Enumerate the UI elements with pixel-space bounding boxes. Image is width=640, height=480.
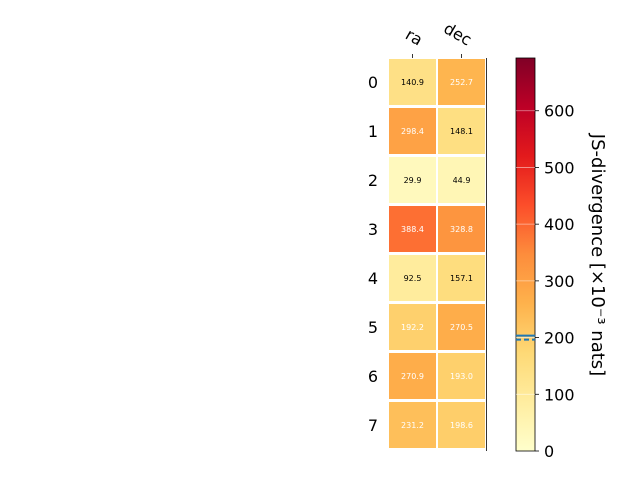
- column-label-ra: ra: [402, 25, 426, 50]
- heatmap-cell-4-dec: [438, 255, 485, 301]
- heatmap-cell-7-dec: [438, 402, 485, 448]
- cell-value-label: 231.2: [401, 421, 424, 430]
- cell-value-label: 198.6: [450, 421, 473, 430]
- cell-value-label: 252.7: [450, 78, 473, 87]
- row-label-1: 1: [368, 122, 378, 141]
- heatmap-cells: [389, 59, 485, 448]
- row-label-6: 6: [368, 367, 378, 386]
- heatmap-cell-3-ra: [389, 206, 436, 252]
- row-label-5: 5: [368, 318, 378, 337]
- colorbar-tick-label: 100: [544, 385, 575, 404]
- colorbar-tick-label: 0: [544, 442, 554, 461]
- cell-value-label: 92.5: [404, 274, 422, 283]
- heatmap-cell-1-dec: [438, 108, 485, 154]
- heatmap-cell-4-ra: [389, 255, 436, 301]
- row-labels: 0 1 2 3 4 5 6 7: [368, 73, 378, 435]
- row-label-2: 2: [368, 171, 378, 190]
- colorbar-tick-label: 300: [544, 272, 575, 291]
- heatmap-cell-2-ra: [389, 157, 436, 203]
- row-label-7: 7: [368, 416, 378, 435]
- heatmap-cell-7-ra: [389, 402, 436, 448]
- colorbar-label: JS-divergence [×10⁻³ nats]: [587, 133, 608, 376]
- row-label-3: 3: [368, 220, 378, 239]
- heatmap-cell-labels: 140.9 252.7 298.4 148.1 29.9 44.9 388.4 328.8 92…: [401, 78, 473, 430]
- heatmap-cell-6-dec: [438, 353, 485, 399]
- column-labels: ra dec: [402, 19, 475, 58]
- row-label-4: 4: [368, 269, 378, 288]
- colorbar-tick-label: 600: [544, 102, 575, 121]
- cell-value-label: 270.9: [401, 372, 424, 381]
- cell-value-label: 328.8: [450, 225, 473, 234]
- cell-value-label: 44.9: [453, 176, 471, 185]
- colorbar-ticks: 0 100 200 300 400 500 600: [535, 102, 575, 461]
- column-label-dec: dec: [441, 19, 475, 50]
- colorbar: 0 100 200 300 400 500 600 JS-divergence [×10⁻³…: [515, 57, 608, 461]
- cell-value-label: 157.1: [450, 274, 473, 283]
- cell-value-label: 29.9: [404, 176, 422, 185]
- heatmap-cell-5-dec: [438, 304, 485, 350]
- heatmap-cell-3-dec: [438, 206, 485, 252]
- cell-value-label: 193.0: [450, 372, 473, 381]
- cell-value-label: 270.5: [450, 323, 473, 332]
- colorbar-level-lines: [516, 110, 535, 395]
- heatmap-cell-1-ra: [389, 108, 436, 154]
- cell-value-label: 388.4: [401, 225, 424, 234]
- heatmap-cell-0-ra: [389, 59, 436, 105]
- cell-value-label: 148.1: [450, 127, 473, 136]
- colorbar-marker: [516, 334, 535, 341]
- cell-value-label: 298.4: [401, 127, 424, 136]
- heatmap-cell-5-ra: [389, 304, 436, 350]
- heatmap-cell-6-ra: [389, 353, 436, 399]
- heatmap-cell-2-dec: [438, 157, 485, 203]
- heatmap-cell-0-dec: [438, 59, 485, 105]
- colorbar-gradient: [515, 57, 536, 452]
- colorbar-tick-label: 400: [544, 215, 575, 234]
- row-label-0: 0: [368, 73, 378, 92]
- colorbar-tick-label: 500: [544, 158, 575, 177]
- colorbar-tick-label: 200: [544, 329, 575, 348]
- cell-value-label: 192.2: [401, 323, 424, 332]
- cell-value-label: 140.9: [401, 78, 424, 87]
